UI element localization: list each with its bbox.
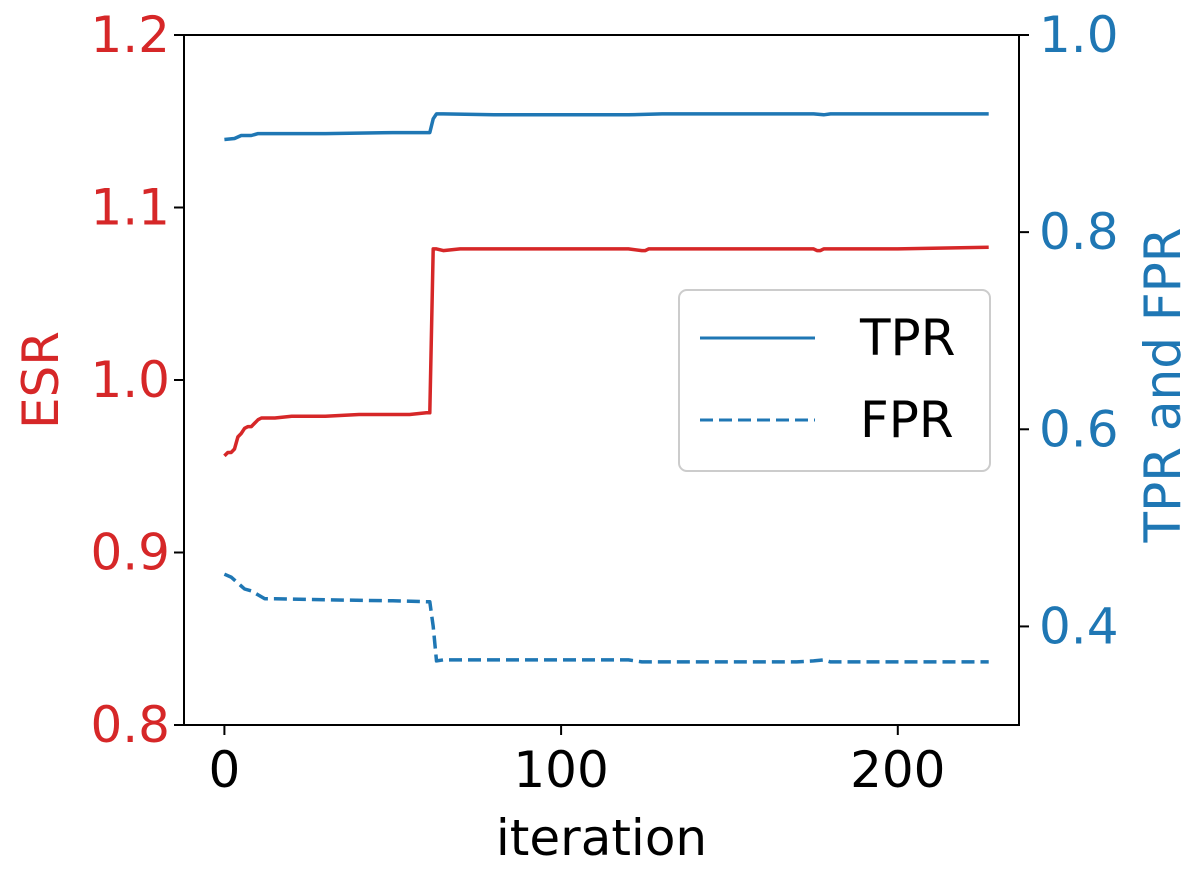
left-tick-label: 0.8	[90, 696, 170, 754]
esr-line	[223, 245, 989, 458]
right-tick-label: 0.8	[1039, 203, 1119, 261]
x-tick-label: 0	[208, 741, 240, 799]
series-lines	[223, 112, 989, 664]
right-tick-label: 0.4	[1039, 597, 1119, 655]
left-tick-label: 0.9	[90, 524, 170, 582]
left-tick-label: 1.2	[90, 6, 170, 64]
right-tick-label: 1.0	[1039, 6, 1119, 64]
legend-box	[678, 289, 991, 472]
x-tick-label: 200	[850, 741, 945, 799]
left-tick-label: 1.1	[90, 179, 170, 237]
left-tick-label: 1.0	[90, 351, 170, 409]
x-axis: 0 100 200	[208, 725, 946, 799]
right-tick-label: 0.6	[1039, 400, 1119, 458]
left-y-axis: 0.8 0.9 1.0 1.1 1.2	[90, 6, 184, 754]
fpr-line	[223, 572, 989, 664]
right-y-axis-label: TPR and FPR	[1134, 228, 1192, 544]
right-y-axis: 0.4 0.6 0.8 1.0	[1019, 6, 1119, 655]
legend: TPR FPR	[678, 289, 991, 472]
legend-label-tpr: TPR	[859, 309, 955, 367]
x-axis-label: iteration	[496, 809, 707, 867]
legend-label-fpr: FPR	[860, 391, 954, 449]
x-tick-label: 100	[513, 741, 608, 799]
left-y-axis-label: ESR	[12, 331, 70, 429]
tpr-line	[224, 112, 989, 142]
